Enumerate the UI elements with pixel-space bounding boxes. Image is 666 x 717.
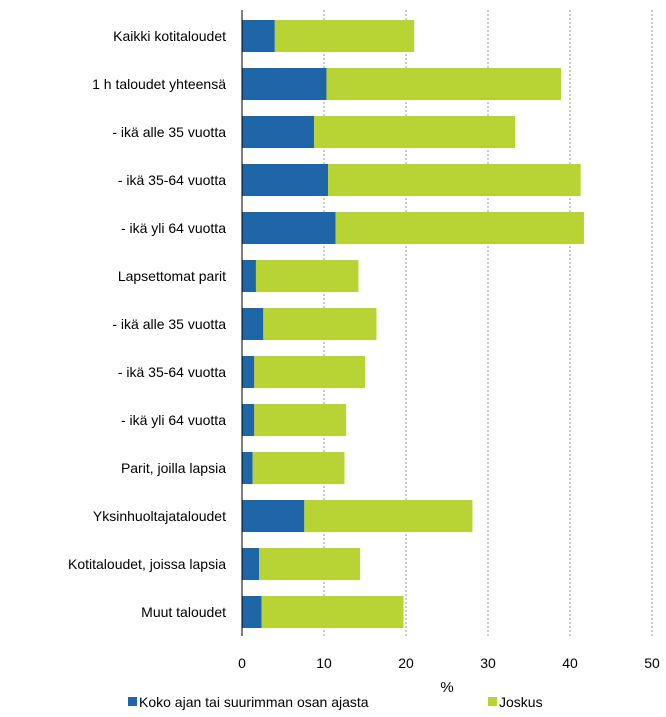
category-label: - ikä 35-64 vuotta [118,172,226,188]
bar-segment-joskus [304,500,473,532]
category-label: 1 h taloudet yhteensä [92,76,226,92]
bar-segment-joskus [263,308,377,340]
bar-segment-koko-ajan [242,500,305,532]
legend-label: Joskus [499,694,543,710]
category-label: Lapsettomat parit [118,268,226,284]
bar-segment-koko-ajan [242,596,262,628]
category-labels: Kaikki kotitaloudet 1 h taloudet yhteensä… [68,28,226,620]
category-label: Muut taloudet [141,604,226,620]
bar-segment-koko-ajan [242,212,336,244]
bar-segment-joskus [335,212,584,244]
bar-segment-koko-ajan [242,20,275,52]
x-tick-label: 40 [562,655,578,671]
bar-segment-joskus [252,452,345,484]
category-label: - ikä alle 35 vuotta [112,124,226,140]
bar-segment-joskus [274,20,415,52]
bars [242,20,584,628]
category-label: - ikä yli 64 vuotta [121,220,226,236]
legend-swatch [488,697,497,706]
x-tick-labels: 0 10 20 30 40 50 [238,655,660,671]
x-tick-label: 20 [398,655,414,671]
x-tick-label: 10 [316,655,332,671]
legend-label: Koko ajan tai suurimman osan ajasta [139,694,369,710]
category-label: - ikä yli 64 vuotta [121,412,226,428]
bar-segment-koko-ajan [242,260,256,292]
bar-segment-joskus [255,260,359,292]
bar-segment-koko-ajan [242,404,255,436]
bar-segment-koko-ajan [242,116,315,148]
x-axis-title: % [440,679,453,696]
x-tick-label: 0 [238,655,246,671]
bar-segment-joskus [259,548,361,580]
category-label: Parit, joilla lapsia [121,460,226,476]
bar-segment-joskus [314,116,516,148]
category-label: Kaikki kotitaloudet [113,28,226,44]
category-label: Kotitaloudet, joissa lapsia [68,556,226,572]
bar-segment-joskus [328,164,581,196]
category-label: - ikä alle 35 vuotta [112,316,226,332]
bar-segment-joskus [326,68,561,100]
bar-segment-koko-ajan [242,356,255,388]
category-label: Yksinhuoltajataloudet [93,508,226,524]
bar-segment-joskus [254,356,365,388]
legend-swatch [128,697,137,706]
x-tick-label: 30 [480,655,496,671]
bar-segment-joskus [254,404,347,436]
bar-segment-joskus [261,596,404,628]
bar-segment-koko-ajan [242,164,329,196]
legend: Koko ajan tai suurimman osan ajasta Josku… [128,694,543,710]
category-label: - ikä 35-64 vuotta [118,364,226,380]
bar-segment-koko-ajan [242,452,253,484]
x-tick-label: 50 [644,655,660,671]
bar-segment-koko-ajan [242,548,260,580]
bar-segment-koko-ajan [242,68,327,100]
bar-segment-koko-ajan [242,308,264,340]
